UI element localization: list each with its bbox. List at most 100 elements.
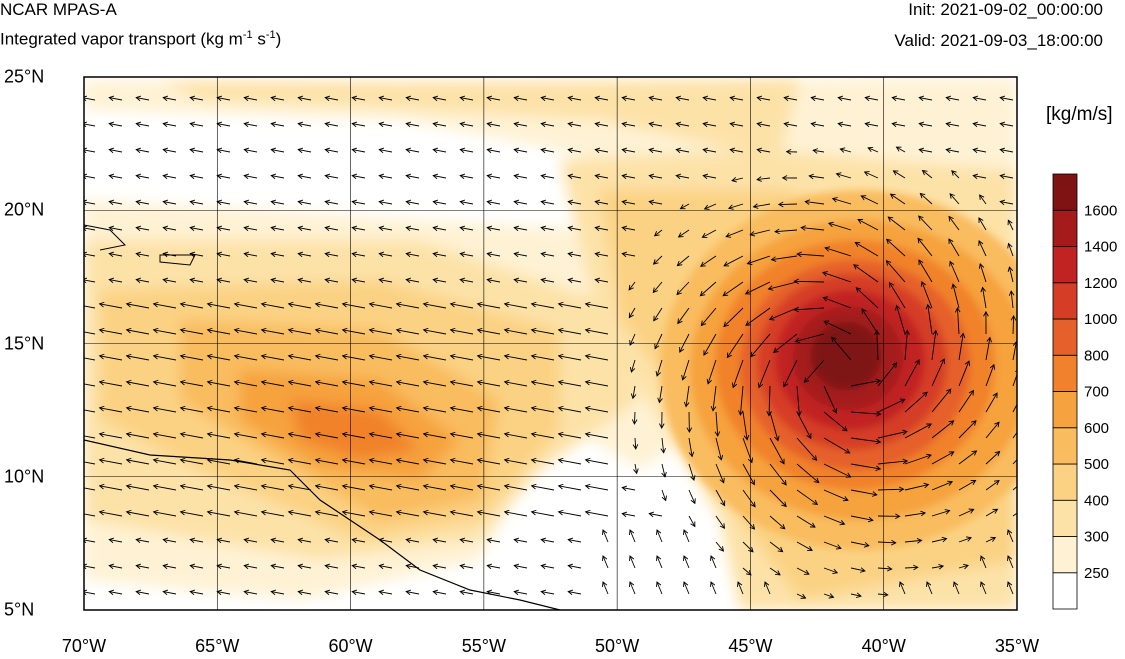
wind-vector-shaft bbox=[325, 565, 339, 569]
wind-vector-head bbox=[270, 251, 277, 258]
wind-vector-shaft bbox=[1007, 555, 1014, 569]
wind-vector-shaft bbox=[857, 219, 879, 231]
wind-vector-head bbox=[675, 121, 682, 128]
wind-vector-shaft bbox=[778, 203, 798, 205]
wind-vector-head bbox=[719, 523, 726, 529]
wind-vector-shaft bbox=[153, 303, 177, 309]
wind-vector-head bbox=[860, 195, 867, 201]
wind-vector-shaft bbox=[783, 359, 798, 387]
wind-vector-head bbox=[675, 95, 682, 102]
wind-vector-shaft bbox=[288, 303, 312, 309]
wind-vector-shaft bbox=[823, 320, 852, 335]
wind-vector-head bbox=[135, 537, 142, 544]
wind-vector-head bbox=[351, 147, 358, 154]
wind-vector-shaft bbox=[568, 591, 582, 595]
wind-vector-shaft bbox=[855, 242, 879, 257]
wind-vector-head bbox=[867, 146, 874, 153]
wind-vector-shaft bbox=[703, 175, 717, 179]
wind-vector-head bbox=[189, 251, 196, 258]
wind-vector-head bbox=[567, 95, 574, 102]
wind-vector-head bbox=[287, 457, 294, 464]
wind-vector-shaft bbox=[887, 216, 906, 231]
wind-vector-shaft bbox=[715, 489, 726, 506]
wind-vector-head bbox=[324, 225, 331, 232]
wind-vector-shaft bbox=[261, 511, 285, 517]
wind-vector-shaft bbox=[769, 541, 783, 552]
wind-vector-head bbox=[84, 147, 88, 154]
wind-vector-head bbox=[314, 327, 321, 334]
wind-vector-shaft bbox=[622, 175, 636, 179]
wind-vector-head bbox=[260, 431, 267, 438]
wind-vector-shaft bbox=[595, 279, 609, 283]
wind-vector-shaft bbox=[946, 149, 960, 153]
wind-vector-shaft bbox=[973, 123, 987, 127]
wind-vector-shaft bbox=[703, 149, 717, 153]
wind-vector-shaft bbox=[633, 411, 636, 424]
wind-vector-shaft bbox=[931, 388, 952, 413]
wind-vector-head bbox=[951, 170, 957, 176]
colorbar-swatch bbox=[1052, 173, 1078, 211]
wind-vector-head bbox=[540, 95, 547, 102]
wind-vector-head bbox=[540, 173, 547, 180]
wind-vector-head bbox=[459, 589, 466, 596]
wind-vector-shaft bbox=[315, 303, 339, 309]
wind-vector-shaft bbox=[722, 281, 744, 297]
wind-vector-shaft bbox=[688, 437, 693, 457]
wind-vector-head bbox=[341, 483, 348, 490]
wind-vector-shaft bbox=[568, 175, 582, 179]
wind-vector-shaft bbox=[217, 591, 231, 595]
wind-vector-shaft bbox=[585, 433, 609, 439]
wind-vector-head bbox=[341, 509, 348, 516]
wind-vector-shaft bbox=[958, 480, 976, 491]
wind-vector-shaft bbox=[298, 97, 312, 101]
colorbar-swatch bbox=[1052, 499, 1078, 537]
wind-vector-head bbox=[486, 95, 493, 102]
wind-vector-head bbox=[476, 353, 483, 360]
wind-vector-head bbox=[341, 457, 348, 464]
lon-tick-label: 55°W bbox=[461, 636, 506, 656]
wind-vector-shaft bbox=[271, 97, 285, 101]
wind-vector-head bbox=[233, 431, 240, 438]
wind-vector-shaft bbox=[702, 229, 717, 238]
wind-vector-shaft bbox=[794, 307, 825, 311]
wind-vector-head bbox=[503, 431, 510, 438]
wind-vector-shaft bbox=[877, 593, 888, 596]
wind-vector-shaft bbox=[958, 564, 969, 569]
wind-vector-shaft bbox=[595, 201, 609, 205]
wind-vector-head bbox=[368, 405, 375, 412]
wind-vector-shaft bbox=[795, 333, 825, 342]
wind-vector-head bbox=[584, 379, 591, 386]
wind-vector-head bbox=[781, 479, 787, 486]
wind-vector-head bbox=[459, 121, 466, 128]
wind-vector-shaft bbox=[683, 555, 690, 569]
wind-vector-shaft bbox=[893, 170, 906, 179]
wind-vector-shaft bbox=[369, 511, 393, 517]
wind-vector-head bbox=[567, 563, 574, 570]
wind-vector-shaft bbox=[700, 255, 717, 267]
wind-vector-head bbox=[990, 536, 997, 542]
wind-vector-head bbox=[895, 146, 902, 152]
wind-vector-shaft bbox=[325, 123, 339, 127]
wind-vector-shaft bbox=[661, 489, 667, 501]
wind-vector-shaft bbox=[979, 263, 987, 283]
wind-vector-shaft bbox=[904, 512, 926, 517]
wind-vector-head bbox=[135, 277, 142, 284]
wind-vector-head bbox=[270, 95, 277, 102]
wind-vector-shaft bbox=[153, 459, 177, 465]
wind-vector-head bbox=[968, 389, 974, 396]
wind-vector-shaft bbox=[949, 193, 960, 205]
wind-vector-shaft bbox=[190, 539, 204, 543]
wind-vector-head bbox=[557, 353, 564, 360]
wind-vector-shaft bbox=[352, 123, 366, 127]
wind-vector-shaft bbox=[423, 511, 447, 517]
wind-vector-shaft bbox=[460, 253, 474, 257]
wind-vector-shaft bbox=[352, 201, 366, 205]
wind-vector-head bbox=[584, 509, 591, 516]
wind-vector-head bbox=[395, 431, 402, 438]
wind-vector-shaft bbox=[531, 381, 555, 387]
wind-vector-head bbox=[567, 225, 574, 232]
wind-vector-head bbox=[648, 511, 655, 518]
wind-vector-shaft bbox=[207, 303, 231, 309]
wind-vector-head bbox=[243, 251, 250, 258]
wind-vector-shaft bbox=[678, 229, 690, 238]
